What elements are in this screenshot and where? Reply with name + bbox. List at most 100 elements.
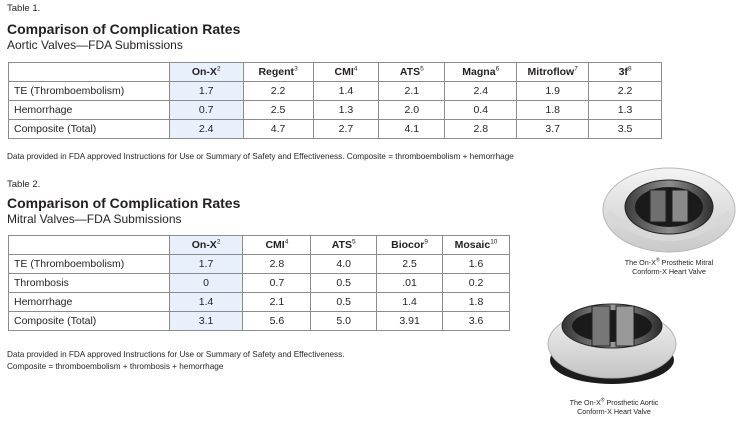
table1-cell: 1.9 <box>516 81 590 101</box>
table2-col-ref: 9 <box>424 238 429 246</box>
table1-col-name: On-X <box>191 66 217 78</box>
table2-col-ref: 4 <box>284 238 289 246</box>
table2-cell: 2.5 <box>376 254 444 274</box>
table1-corner <box>8 62 170 82</box>
table2-subtitle: Mitral Valves—FDA Submissions <box>7 212 182 226</box>
table2-col-header: Biocor9 <box>376 235 444 255</box>
table2-cell: 0 <box>168 273 244 293</box>
table1-header-row: On-X2 Regent3 CMI4 ATS5 Magna6 Mitroflow7 3f8 <box>8 62 662 82</box>
table1-label: Table 1. <box>7 3 41 14</box>
table2-cell: 2.8 <box>242 254 312 274</box>
table2-header-row: On-X2 CMI4 ATS5 Biocor9 Mosaic10 <box>8 235 510 255</box>
table1-cell: 3.5 <box>588 119 662 139</box>
table2-corner <box>8 235 170 255</box>
table-row: TE (Thromboembolism) 1.7 2.2 1.4 2.1 2.4 1.9 2.… <box>8 81 662 101</box>
table2-cell: 1.7 <box>168 254 244 274</box>
table2-cell: .01 <box>376 273 444 293</box>
table1-cell: 2.2 <box>242 81 314 101</box>
table1-col-name: ATS <box>399 66 421 78</box>
table2-comparison: On-X2 CMI4 ATS5 Biocor9 Mosaic10 TE (Thrombo… <box>8 235 510 331</box>
table1-col-name: Mitroflow <box>527 66 575 78</box>
table1-col-name: 3f <box>618 66 628 78</box>
table1-cell: 1.3 <box>312 100 380 120</box>
table-row: Hemorrhage 0.7 2.5 1.3 2.0 0.4 1.8 1.3 <box>8 100 662 120</box>
aortic-valve-image <box>547 303 677 384</box>
table1-note: Data provided in FDA approved Instructio… <box>7 152 514 161</box>
table2-cell: 2.1 <box>242 292 312 312</box>
mitral-caption-reg: ® <box>655 257 660 264</box>
table2-cell: 1.6 <box>442 254 510 274</box>
table1-row-label: TE (Thromboembolism) <box>8 81 170 101</box>
table2-title: Comparison of Complication Rates <box>7 195 241 211</box>
table-row: Thrombosis 0 0.7 0.5.01 0.2 <box>8 273 510 293</box>
table1-col-header: 3f8 <box>588 62 662 82</box>
table1-cell: 1.3 <box>588 100 662 120</box>
table2-cell: 1.4 <box>168 292 244 312</box>
table2-col-ref: 5 <box>352 238 356 246</box>
table-row: TE (Thromboembolism) 1.7 2.8 4.0 2.5 1.6 <box>8 254 510 274</box>
table2-col-header: Mosaic10 <box>442 235 510 255</box>
table-row: Composite (Total) 2.4 4.7 2.7 4.1 2.8 3.7 3.5 <box>8 119 662 139</box>
table2-col-name: CMI <box>265 239 285 251</box>
table1-col-header: Regent3 <box>242 62 314 82</box>
table1-cell: 2.4 <box>444 81 518 101</box>
table2-cell: 3.91 <box>376 311 444 331</box>
table2-cell: 0.7 <box>242 273 312 293</box>
table1-cell: 4.1 <box>378 119 446 139</box>
table2-cell: 0.5 <box>310 292 378 312</box>
table2-cell: 5.6 <box>242 311 312 331</box>
table2-row-label: Hemorrhage <box>8 292 170 312</box>
table2-row-label: Composite (Total) <box>8 311 170 331</box>
table2-cell: 4.0 <box>310 254 378 274</box>
table2-cell: 5.0 <box>310 311 378 331</box>
table2-row-label: Thrombosis <box>8 273 170 293</box>
table1-col-header: CMI4 <box>312 62 380 82</box>
aortic-valve-caption: The On-X® Prosthetic Aortic Conform-X He… <box>540 398 688 416</box>
table-row: Hemorrhage 1.4 2.1 0.5 1.4 1.8 <box>8 292 510 312</box>
table1-col-header: ATS5 <box>378 62 446 82</box>
table1-col-header: On-X2 <box>168 62 244 82</box>
table1-col-ref: 4 <box>353 65 358 73</box>
table2-cell: 1.4 <box>376 292 444 312</box>
table1-cell: 1.8 <box>516 100 590 120</box>
table2-cell: 1.8 <box>442 292 510 312</box>
table1-subtitle: Aortic Valves—FDA Submissions <box>7 38 183 52</box>
table1-col-name: Regent <box>258 66 295 78</box>
table1-cell: 2.8 <box>444 119 518 139</box>
table1-comparison: On-X2 Regent3 CMI4 ATS5 Magna6 Mitroflow7 3f8 … <box>8 62 662 139</box>
table1-cell: 4.7 <box>242 119 314 139</box>
table1-col-ref: 6 <box>495 65 500 73</box>
table1-title: Comparison of Complication Rates <box>7 21 241 37</box>
table1-cell: 2.0 <box>378 100 446 120</box>
table1-col-header: Mitroflow7 <box>516 62 590 82</box>
table1-col-ref: 8 <box>627 65 632 73</box>
mitral-valve-caption: The On-X® Prosthetic Mitral Conform-X He… <box>600 258 738 276</box>
table1-cell: 2.5 <box>242 100 314 120</box>
table-row: Composite (Total) 3.1 5.6 5.0 3.91 3.6 <box>8 311 510 331</box>
table1-cell: 2.4 <box>168 119 244 139</box>
table2-note-line2: Composite = thromboembolism + thrombosis… <box>7 362 224 371</box>
mitral-caption-post: Prosthetic Mitral <box>659 258 714 267</box>
table1-row-label: Composite (Total) <box>8 119 170 139</box>
table1-cell: 1.4 <box>312 81 380 101</box>
table1-col-ref: 5 <box>420 65 424 73</box>
table2-col-header: On-X2 <box>168 235 244 255</box>
table1-col-name: Magna <box>462 66 496 78</box>
table1-col-name: CMI <box>334 66 354 78</box>
aortic-caption-post: Prosthetic Aortic <box>604 398 659 407</box>
table2-row-label: TE (Thromboembolism) <box>8 254 170 274</box>
table1-cell: 2.7 <box>312 119 380 139</box>
table1-cell: 0.7 <box>168 100 244 120</box>
table2-cell: 0.5 <box>310 273 378 293</box>
table1-cell: 2.1 <box>378 81 446 101</box>
table2-col-header: ATS5 <box>310 235 378 255</box>
table2-cell: 3.6 <box>442 311 510 331</box>
table1-col-ref: 2 <box>216 65 221 73</box>
aortic-caption-reg: ® <box>600 397 605 404</box>
table1-cell: 3.7 <box>516 119 590 139</box>
table2-col-name: Mosaic <box>454 239 491 251</box>
table2-col-name: Biocor <box>391 239 425 251</box>
table2-note-line1: Data provided in FDA approved Instructio… <box>7 350 345 359</box>
table1-cell: 2.2 <box>588 81 662 101</box>
table1-col-ref: 3 <box>294 65 298 73</box>
